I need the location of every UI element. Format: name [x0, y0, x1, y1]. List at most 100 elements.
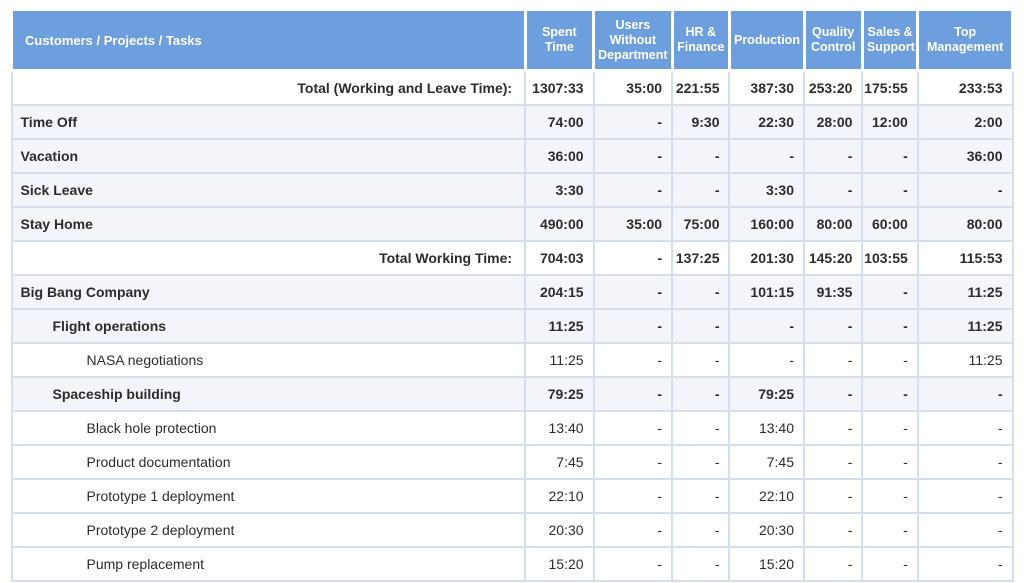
cell-value: 137:25	[671, 240, 731, 276]
cell-value: 160:00	[728, 206, 805, 242]
header-department-column: HR & Finance	[670, 8, 731, 72]
table-row: Stay Home 490:00 35:00 75:00 160:00 80:00 60:…	[10, 206, 1014, 242]
cell-value: 3:30	[524, 172, 595, 208]
row-label: Flight operations	[10, 308, 527, 344]
cell-value: 22:30	[728, 104, 805, 140]
cell-value: -	[592, 104, 674, 140]
cell-value: 2:00	[916, 104, 1014, 140]
table-row: NASA negotiations 11:25- - - - -11:25	[10, 342, 1014, 378]
cell-value: -	[671, 138, 731, 174]
cell-value: -	[592, 546, 674, 582]
cell-value: -	[671, 172, 731, 208]
row-label: Time Off	[10, 104, 527, 140]
cell-value: -	[592, 342, 674, 378]
cell-value: -	[592, 138, 674, 174]
cell-value: -	[592, 478, 674, 514]
row-label: Big Bang Company	[10, 274, 527, 310]
cell-value: 20:30	[728, 512, 805, 548]
cell-value: 91:35	[802, 274, 864, 310]
cell-value: 15:20	[728, 546, 805, 582]
cell-value: 35:00	[592, 206, 674, 242]
header-tasks-column: Customers / Projects / Tasks	[10, 8, 527, 72]
time-report-table: Customers / Projects / Tasks Spent Time U…	[10, 8, 1014, 582]
cell-value: -	[592, 240, 674, 276]
cell-value: -	[671, 274, 731, 310]
header-department-column: Top Management	[916, 8, 1014, 72]
cell-value: -	[802, 376, 864, 412]
cell-value: 80:00	[916, 206, 1014, 242]
cell-value: 490:00	[524, 206, 595, 242]
cell-value: -	[671, 308, 731, 344]
table-row: Flight operations 11:25- - - - -11:25	[10, 308, 1014, 344]
cell-value: 22:10	[524, 478, 595, 514]
table-row: Vacation 36:00- - - - -36:00	[10, 138, 1014, 174]
cell-value: -	[802, 342, 864, 378]
cell-value: 175:55	[861, 69, 919, 106]
table-row: Spaceship building 79:25- -79:25- - -	[10, 376, 1014, 412]
cell-value: -	[802, 546, 864, 582]
row-label: Prototype 2 deployment	[10, 512, 527, 548]
table-row: Sick Leave 3:30- -3:30- - -	[10, 172, 1014, 208]
table-header: Customers / Projects / Tasks Spent Time U…	[10, 8, 1014, 72]
cell-value: 11:25	[524, 342, 595, 378]
row-label: Total (Working and Leave Time):	[10, 69, 527, 106]
cell-value: -	[592, 410, 674, 446]
cell-value: -	[861, 444, 919, 480]
cell-value: -	[861, 478, 919, 514]
cell-value: 115:53	[916, 240, 1014, 276]
cell-value: -	[861, 308, 919, 344]
cell-value: 79:25	[728, 376, 805, 412]
cell-value: 20:30	[524, 512, 595, 548]
cell-value: 60:00	[861, 206, 919, 242]
table-row: Total Working Time: 704:03-137:25 201:30 1…	[10, 240, 1014, 276]
row-label: NASA negotiations	[10, 342, 527, 378]
cell-value: -	[861, 546, 919, 582]
row-label: Black hole protection	[10, 410, 527, 446]
cell-value: 36:00	[916, 138, 1014, 174]
cell-value: 11:25	[524, 308, 595, 344]
cell-value: 253:20	[802, 69, 864, 106]
cell-value: -	[802, 478, 864, 514]
cell-value: 28:00	[802, 104, 864, 140]
cell-value: 101:15	[728, 274, 805, 310]
cell-value: -	[671, 444, 731, 480]
cell-value: -	[802, 308, 864, 344]
header-department-column: Quality Control	[802, 8, 864, 72]
cell-value: -	[671, 376, 731, 412]
row-label: Prototype 1 deployment	[10, 478, 527, 514]
cell-value: -	[671, 342, 731, 378]
cell-value: -	[861, 410, 919, 446]
cell-value: -	[861, 138, 919, 174]
cell-value: 3:30	[728, 172, 805, 208]
header-department-column: Sales & Support	[860, 8, 920, 72]
cell-value: -	[916, 376, 1014, 412]
cell-value: -	[916, 546, 1014, 582]
cell-value: -	[861, 274, 919, 310]
cell-value: 704:03	[524, 240, 595, 276]
row-label: Product documentation	[10, 444, 527, 480]
cell-value: -	[802, 410, 864, 446]
cell-value: 13:40	[728, 410, 805, 446]
cell-value: 22:10	[728, 478, 805, 514]
cell-value: -	[916, 478, 1014, 514]
cell-value: 12:00	[861, 104, 919, 140]
cell-value: -	[592, 376, 674, 412]
cell-value: 35:00	[592, 69, 674, 106]
cell-value: -	[802, 138, 864, 174]
header-row: Customers / Projects / Tasks Spent Time U…	[10, 8, 1014, 72]
cell-value: -	[916, 410, 1014, 446]
table-row: Black hole protection 13:40- -13:40- - -	[10, 410, 1014, 446]
cell-value: 11:25	[916, 274, 1014, 310]
table-row: Time Off 74:00-9:30 22:30 28:00 12:00 2:00	[10, 104, 1014, 140]
cell-value: 7:45	[728, 444, 805, 480]
table-row: Total (Working and Leave Time): 1307:33 3…	[10, 69, 1014, 106]
table-row: Pump replacement 15:20- -15:20- - -	[10, 546, 1014, 582]
cell-value: 79:25	[524, 376, 595, 412]
cell-value: 233:53	[916, 69, 1014, 106]
cell-value: -	[592, 308, 674, 344]
header-department-column: Production	[727, 8, 806, 72]
cell-value: -	[592, 172, 674, 208]
cell-value: 1307:33	[524, 69, 595, 106]
row-label: Vacation	[10, 138, 527, 174]
